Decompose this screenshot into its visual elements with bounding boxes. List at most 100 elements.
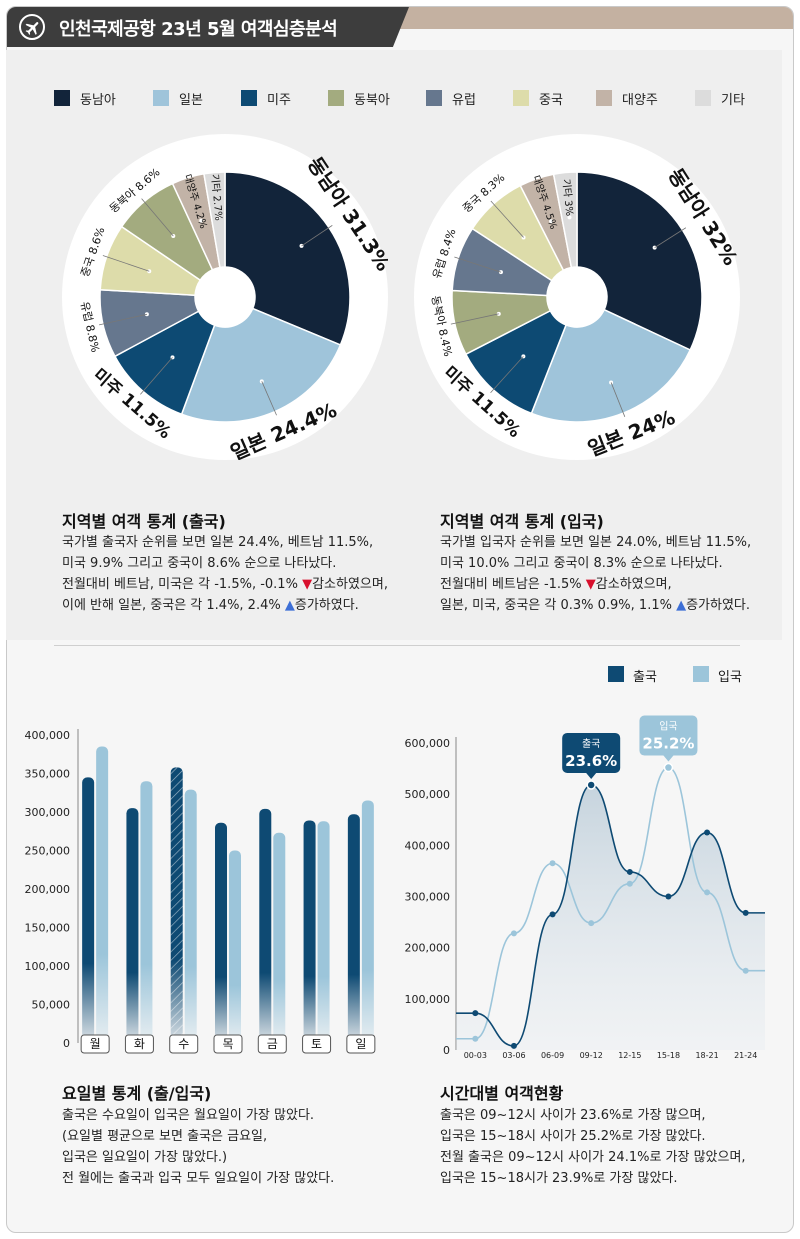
- legend-label: 기타: [721, 93, 745, 108]
- legend-arrival-label: 입국: [718, 670, 742, 685]
- legend-swatch: [241, 90, 257, 106]
- callout-value: 25.2%: [642, 735, 694, 753]
- y-tick-label: 50,000: [32, 999, 71, 1012]
- departure-point: [472, 1010, 479, 1017]
- y-tick-label: 500,000: [405, 788, 451, 801]
- slice-leader-line: [454, 256, 502, 273]
- x-tick-label: 06-09: [541, 1051, 564, 1060]
- x-tick-label: 수: [178, 1037, 189, 1051]
- bar-departure: [259, 808, 272, 1043]
- slice-marker-dot: [652, 245, 657, 250]
- y-tick-label: 0: [63, 1037, 70, 1050]
- y-tick-label: 200,000: [25, 883, 71, 896]
- legend-departure-swatch: [608, 666, 624, 682]
- section-divider: [54, 645, 740, 646]
- slice-leader-line: [301, 225, 333, 247]
- text-line: 전월 출국은 09~12시 사이가 24.1%로 가장 많았으며,: [440, 1150, 746, 1165]
- arrival-point: [626, 880, 633, 887]
- callout-pointer: [663, 755, 674, 762]
- text-line: 입국은 15~18시가 23.9%로 가장 많았다.: [440, 1171, 678, 1186]
- text-line: 전 월에는 출국과 입국 모두 일요일이 가장 많았다.: [62, 1171, 335, 1186]
- bar-arrival: [317, 821, 330, 1043]
- bar-departure: [215, 822, 227, 1043]
- departure-point: [704, 829, 711, 836]
- weekday-title: 요일별 통계 (출/입국): [62, 1084, 212, 1103]
- decrease-triangle-icon: ▼: [302, 577, 313, 592]
- bar-departure: [126, 808, 139, 1043]
- x-tick-label: 월: [90, 1037, 101, 1051]
- header-bar: 인천국제공항 23년 5월 여객심층분석: [7, 7, 793, 47]
- header-background: [7, 7, 409, 47]
- text-line: 입국은 15~18시 사이가 25.2%로 가장 많았다.: [440, 1129, 706, 1144]
- legend-swatch: [695, 90, 711, 106]
- callout-box: [639, 715, 698, 756]
- bar-arrival: [229, 850, 241, 1043]
- callout-point: [586, 780, 596, 790]
- callout-value: 23.6%: [565, 752, 617, 770]
- x-tick-label: 18-21: [695, 1051, 718, 1060]
- x-category-box: [213, 1034, 243, 1054]
- slice-marker-dot: [216, 215, 221, 220]
- y-tick-label: 200,000: [405, 942, 451, 955]
- legend-swatch: [596, 90, 612, 106]
- departure-line: [456, 784, 765, 1047]
- bar-arrival: [273, 832, 286, 1043]
- y-tick-label: 600,000: [405, 737, 451, 750]
- legend-label: 대양주: [622, 93, 658, 108]
- y-tick-label: 300,000: [25, 806, 71, 819]
- donut-hole: [547, 267, 607, 327]
- departure-area: [456, 784, 765, 1050]
- legend-swatch: [426, 90, 442, 106]
- departure-region-text: 국가별 출국자 순위를 보면 일본 24.4%, 베트남 11.5%, 미국 9.…: [62, 532, 388, 616]
- weekday-text: 출국은 수요일이 입국은 월요일이 가장 많았다. (요일별 평균으로 보면 출국…: [62, 1105, 334, 1189]
- x-category-box: [346, 1034, 376, 1054]
- x-tick-label: 09-12: [580, 1051, 603, 1060]
- slice-leader-line: [610, 382, 626, 417]
- slice-leader-line: [140, 357, 173, 395]
- arrival-point: [549, 860, 556, 867]
- hourly-title: 시간대별 여객현황: [440, 1084, 564, 1103]
- slice-leader-line: [450, 313, 499, 325]
- callout-box: [562, 732, 621, 773]
- slice-marker-dot: [144, 312, 149, 317]
- legend-swatch: [54, 90, 70, 106]
- header-accent: [387, 7, 793, 29]
- slice-leader-line: [98, 313, 147, 326]
- departure-point: [549, 911, 556, 918]
- legend-swatch: [153, 90, 169, 106]
- slice-label: 기타 3%: [560, 178, 575, 216]
- y-tick-label: 400,000: [405, 839, 451, 852]
- x-tick-label: 일: [355, 1037, 366, 1051]
- hourly-text: 출국은 09~12시 사이가 23.6%로 가장 많으며, 입국은 15~18시 …: [440, 1105, 746, 1189]
- bar-arrival: [140, 781, 153, 1043]
- arrival-point: [510, 930, 517, 937]
- callout-point: [663, 762, 674, 773]
- text-line: (요일별 평균으로 보면 출국은 금요일,: [62, 1129, 268, 1144]
- slice-marker-dot: [609, 380, 614, 385]
- text-line: 미국 10.0% 그리고 중국이 8.3% 순으로 나타났다.: [440, 556, 723, 571]
- airplane-icon: [19, 14, 45, 40]
- text-line: 출국은 09~12시 사이가 23.6%로 가장 많으며,: [440, 1108, 706, 1123]
- legend-label: 유럽: [452, 93, 476, 108]
- callout-title: 입국: [659, 720, 677, 733]
- y-tick-label: 250,000: [25, 845, 71, 858]
- text-line: 출국은 수요일이 입국은 월요일이 가장 많았다.: [62, 1108, 315, 1123]
- x-tick-label: 00-03: [464, 1051, 487, 1060]
- decrease-triangle-icon: ▼: [585, 577, 596, 592]
- departure-point: [665, 893, 672, 900]
- bar-arrival: [184, 789, 197, 1043]
- callout-pointer: [586, 772, 597, 779]
- bar-highlight-hatch: [170, 767, 183, 1043]
- bar-arrival: [361, 800, 374, 1043]
- legend-label: 중국: [539, 93, 563, 108]
- text-line: 미국 9.9% 그리고 중국이 8.6% 순으로 나타났다.: [62, 556, 337, 571]
- slice-label: 기타 2.7%: [209, 173, 225, 221]
- departure-region-title: 지역별 여객 통계 (출국): [62, 512, 226, 531]
- bar-departure: [347, 814, 360, 1043]
- text-line: 일본, 미국, 중국은 각 0.3% 0.9%, 1.1% ▲증가하였다.: [440, 598, 751, 613]
- region-legend: 동남아 일본 미주 동북아 유럽 중국 대양주 기타: [48, 88, 768, 108]
- arrival-point: [704, 889, 711, 896]
- x-tick-label: 토: [311, 1037, 322, 1051]
- y-tick-label: 0: [443, 1044, 450, 1057]
- arrival-point: [588, 920, 595, 927]
